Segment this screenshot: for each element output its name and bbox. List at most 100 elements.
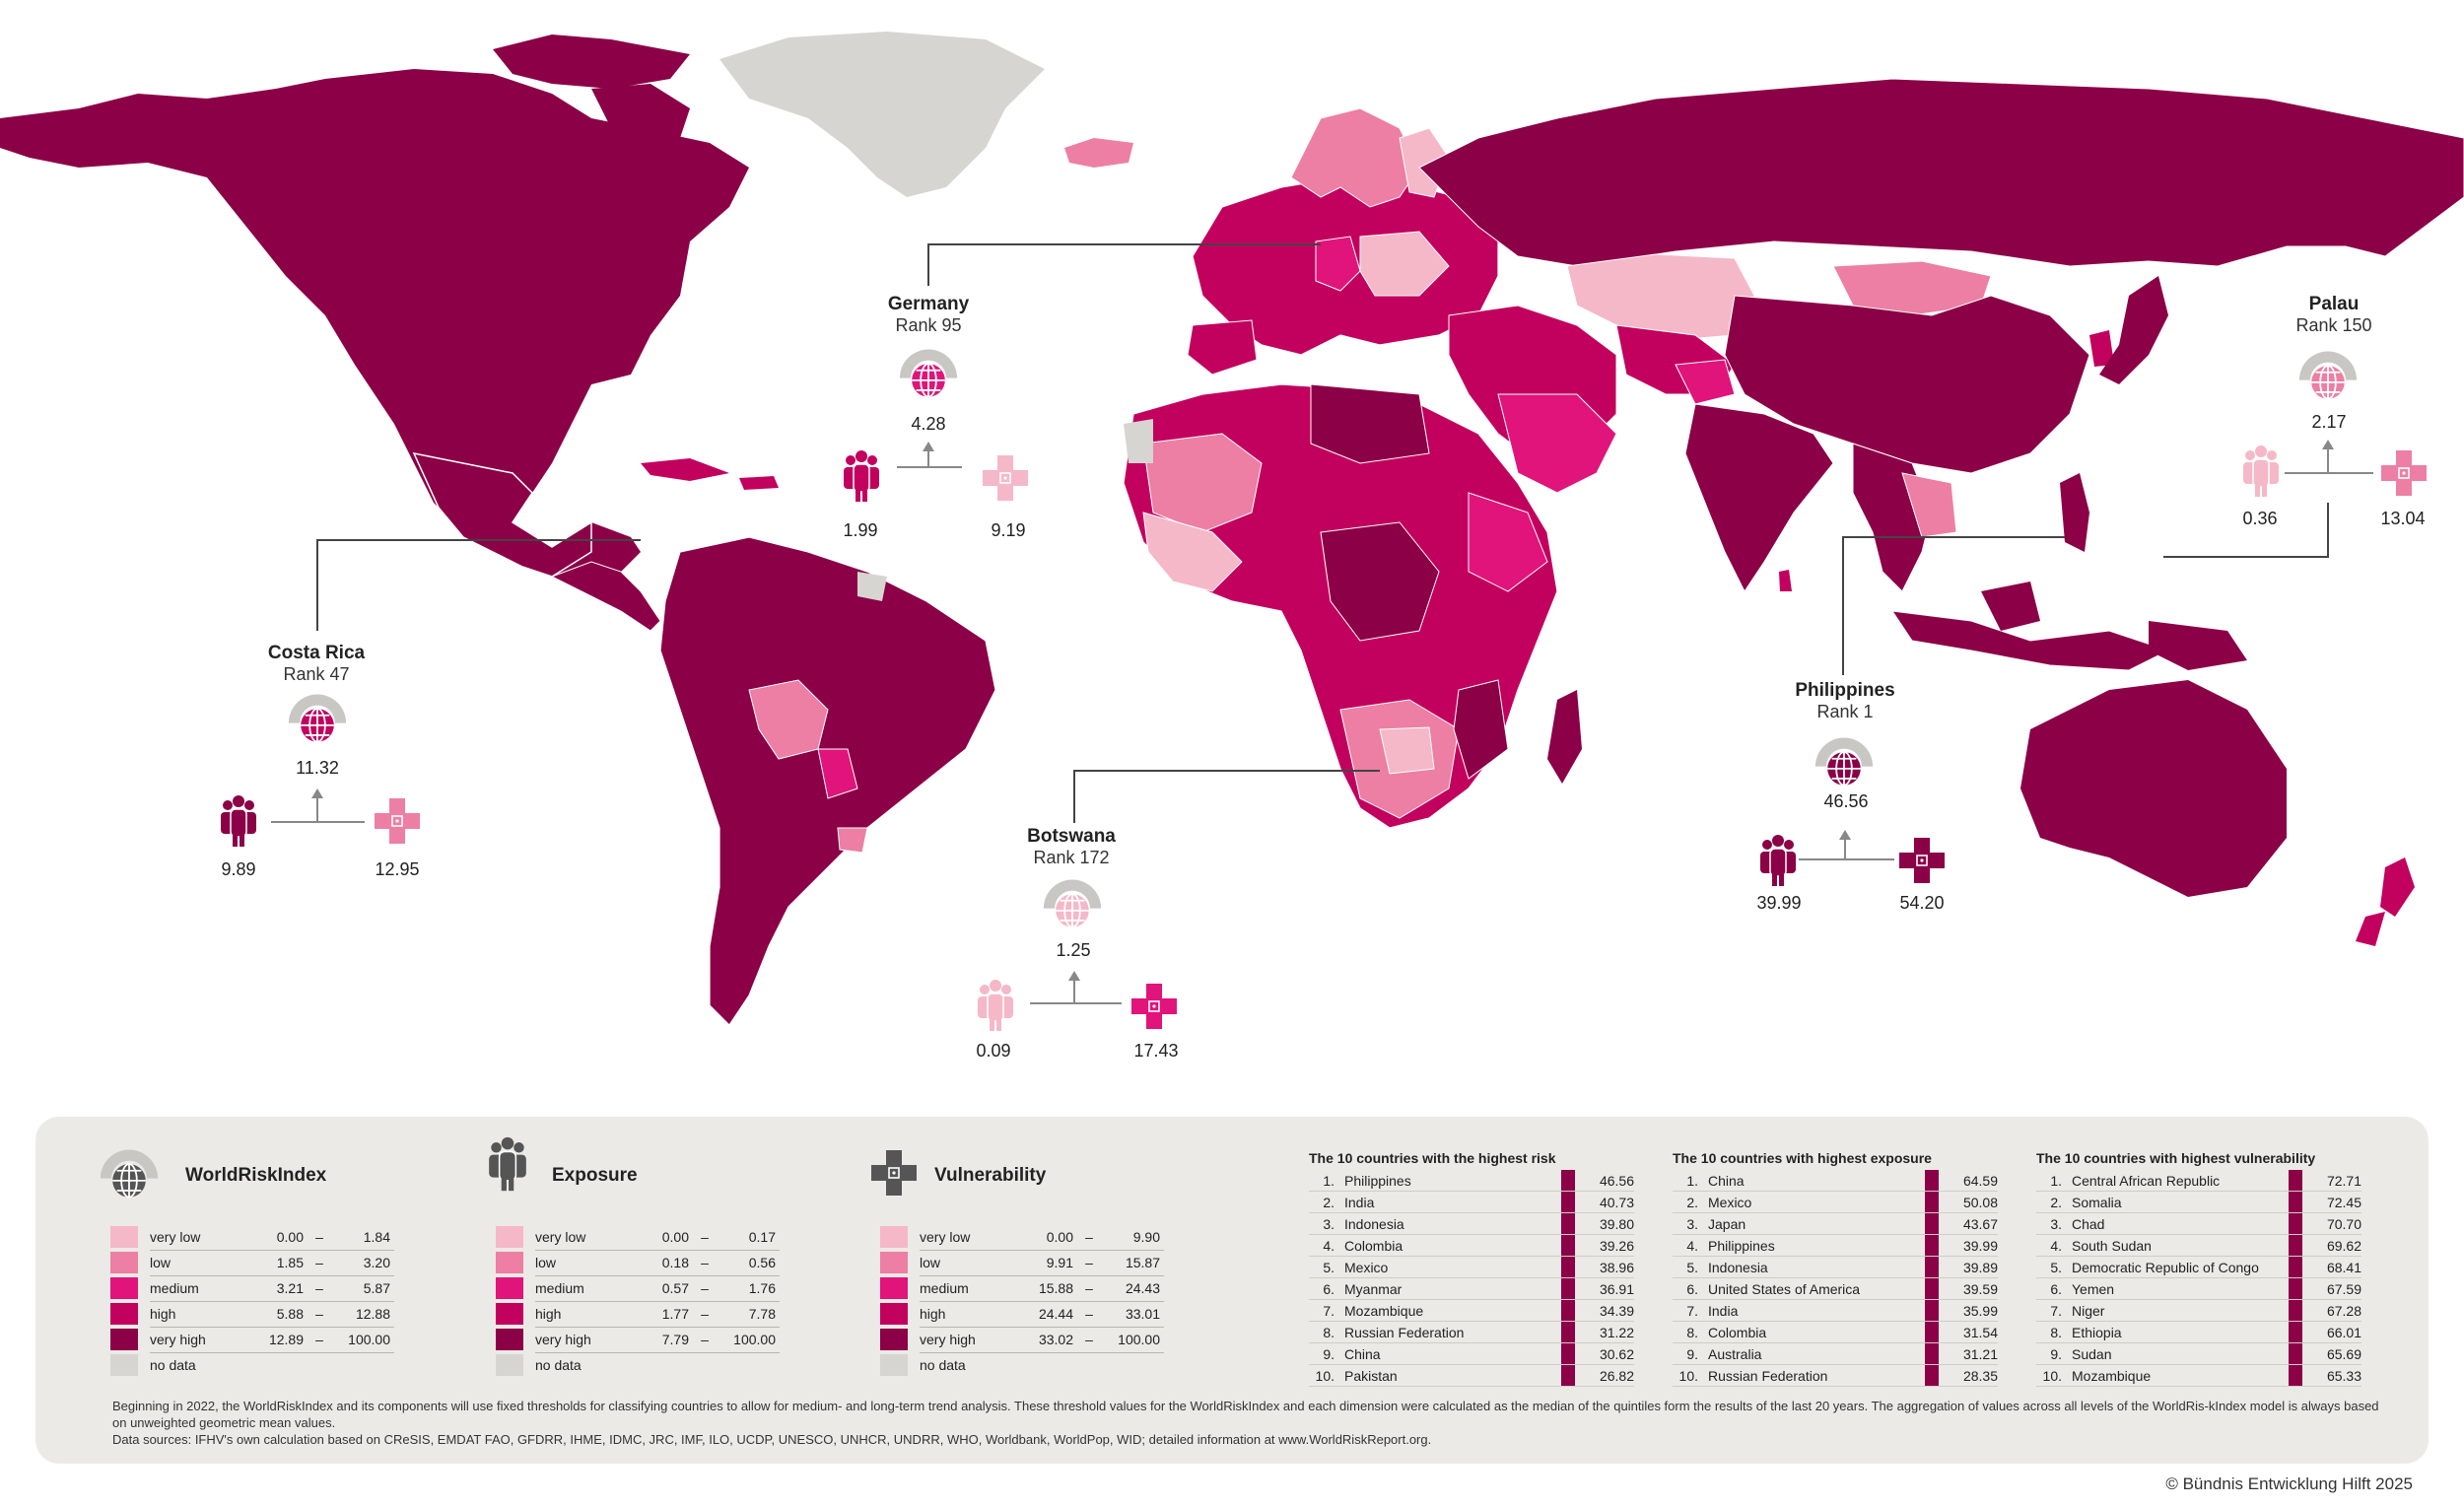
legend-row: very high 12.89– 100.00 [110, 1329, 390, 1350]
laos-cambodia [1901, 472, 1957, 538]
top10-rank: 2. [2050, 1194, 2062, 1210]
top10-row: 7. India 35.99 [1673, 1300, 1998, 1322]
top10-row: 5. Indonesia 39.89 [1673, 1257, 1998, 1278]
top10-country: Mozambique [2072, 1367, 2152, 1384]
palau-wri-value: 2.17 [2311, 412, 2347, 432]
costa-rica-vulnerability-value: 12.95 [375, 859, 420, 879]
madagascar [1547, 690, 1582, 784]
callout-costa-rica: Costa Rica Rank 47 [198, 643, 435, 685]
legend-swatch [110, 1303, 138, 1325]
legend-dash: – [315, 1255, 323, 1270]
top10-rank: 8. [2050, 1324, 2062, 1340]
top10-rank: 2. [1686, 1194, 1698, 1210]
legend-divider [920, 1275, 1164, 1276]
legend-dash: – [701, 1306, 709, 1322]
top10-vulnerability: The 10 countries with highest vulnerabil… [2036, 1150, 2361, 1387]
top10-color-bar [1925, 1322, 1939, 1342]
top10-row: 7. Mozambique 34.39 [1309, 1300, 1634, 1322]
legend-swatch [496, 1303, 523, 1325]
top10-value: 43.67 [1962, 1215, 1998, 1232]
top10-color-bar [1925, 1235, 1939, 1256]
people-icon [488, 1136, 527, 1192]
legend-swatch [880, 1277, 908, 1299]
top10-value: 67.59 [2326, 1280, 2361, 1297]
legend-row: very high 33.02– 100.00 [880, 1329, 1160, 1350]
legend-divider [535, 1352, 780, 1353]
leader-germany [927, 243, 1321, 286]
top10-rank: 1. [1323, 1172, 1335, 1189]
greenland [719, 32, 1045, 197]
uruguay [837, 827, 868, 854]
top10-row: 8. Russian Federation 31.22 [1309, 1322, 1634, 1343]
top10-color-bar [2289, 1192, 2302, 1212]
callout-rank: Rank 47 [283, 664, 350, 684]
top10-rank: 4. [2050, 1237, 2062, 1254]
top10-color-bar [2289, 1278, 2302, 1299]
sri-lanka [1779, 570, 1792, 591]
top10-country: United States of America [1708, 1280, 1861, 1297]
germany-wri-value: 4.28 [911, 414, 946, 434]
legend-title-exposure: Exposure [552, 1165, 638, 1186]
top10-rank: 9. [1686, 1345, 1698, 1362]
top10-rank: 1. [1686, 1172, 1698, 1189]
top10-row: 1. Central African Republic 72.71 [2036, 1170, 2361, 1192]
top10-title: The 10 countries with the highest risk [1309, 1150, 1556, 1166]
palau-icons [2242, 350, 2428, 498]
top10-rank: 10. [2042, 1367, 2062, 1384]
new-zealand-south [2356, 912, 2385, 946]
footnote-method: Beginning in 2022, the WorldRiskIndex an… [112, 1399, 2379, 1430]
top10-color-bar [1925, 1278, 1939, 1299]
palau-exposure-value: 0.36 [2242, 509, 2278, 528]
top10-row: 1. China 64.59 [1673, 1170, 1998, 1192]
legend-swatch [496, 1226, 523, 1248]
papua [2149, 621, 2247, 670]
top10-row: 6. Myanmar 36.91 [1309, 1278, 1634, 1300]
top10-value: 40.73 [1599, 1194, 1634, 1210]
top10-color-bar [1561, 1322, 1575, 1342]
russia [1418, 78, 2464, 267]
cross-icon [870, 1149, 918, 1197]
legend-dash: – [1085, 1280, 1093, 1296]
legend-swatch [110, 1277, 138, 1299]
germany [1315, 236, 1361, 292]
legend-label: high [920, 1306, 946, 1322]
legend-dash: – [1085, 1332, 1093, 1347]
top10-value: 36.91 [1599, 1280, 1634, 1297]
top10-color-bar [1925, 1170, 1939, 1191]
paraguay [817, 748, 858, 799]
legend-to: 9.90 [1132, 1229, 1160, 1245]
legend-row: no data [110, 1354, 390, 1376]
top10-color-bar [1925, 1192, 1939, 1212]
top10-value: 26.82 [1599, 1367, 1634, 1384]
top10-title: The 10 countries with highest exposure [1673, 1150, 1932, 1166]
top10-color-bar [1561, 1257, 1575, 1277]
legend-to: 3.20 [363, 1255, 390, 1270]
top10-rank: 9. [1323, 1345, 1335, 1362]
canadian-arctic-islands [493, 34, 690, 89]
top10-country: India [1708, 1302, 1739, 1319]
callout-name: Botswana [1027, 826, 1116, 847]
legend-to: 1.76 [748, 1280, 776, 1296]
australia [2020, 680, 2287, 897]
top10-rank: 10. [1315, 1367, 1335, 1384]
legend-dash: – [315, 1306, 323, 1322]
top10-rank: 6. [1686, 1280, 1698, 1297]
top10-color-bar [1561, 1170, 1575, 1191]
top10-country: Sudan [2072, 1345, 2112, 1362]
top10-color-bar [1561, 1343, 1575, 1364]
top10-value: 39.80 [1599, 1215, 1634, 1232]
top10-value: 30.62 [1599, 1345, 1634, 1362]
iberia [1187, 319, 1258, 376]
legend-divider [920, 1352, 1164, 1353]
top10-color-bar [2289, 1213, 2302, 1234]
legend-row: medium 3.21– 5.87 [110, 1277, 390, 1299]
top10-color-bar [1561, 1213, 1575, 1234]
top10-value: 50.08 [1962, 1194, 1998, 1210]
philippines-exposure-value: 39.99 [1756, 893, 1802, 913]
legend-row: medium 0.57– 1.76 [496, 1277, 776, 1299]
top10-row: 9. Australia 31.21 [1673, 1343, 1998, 1365]
western-sahara [1124, 419, 1153, 463]
top10-value: 38.96 [1599, 1259, 1634, 1275]
mexico [412, 451, 592, 578]
callout-philippines: Philippines Rank 1 [1727, 680, 1963, 722]
